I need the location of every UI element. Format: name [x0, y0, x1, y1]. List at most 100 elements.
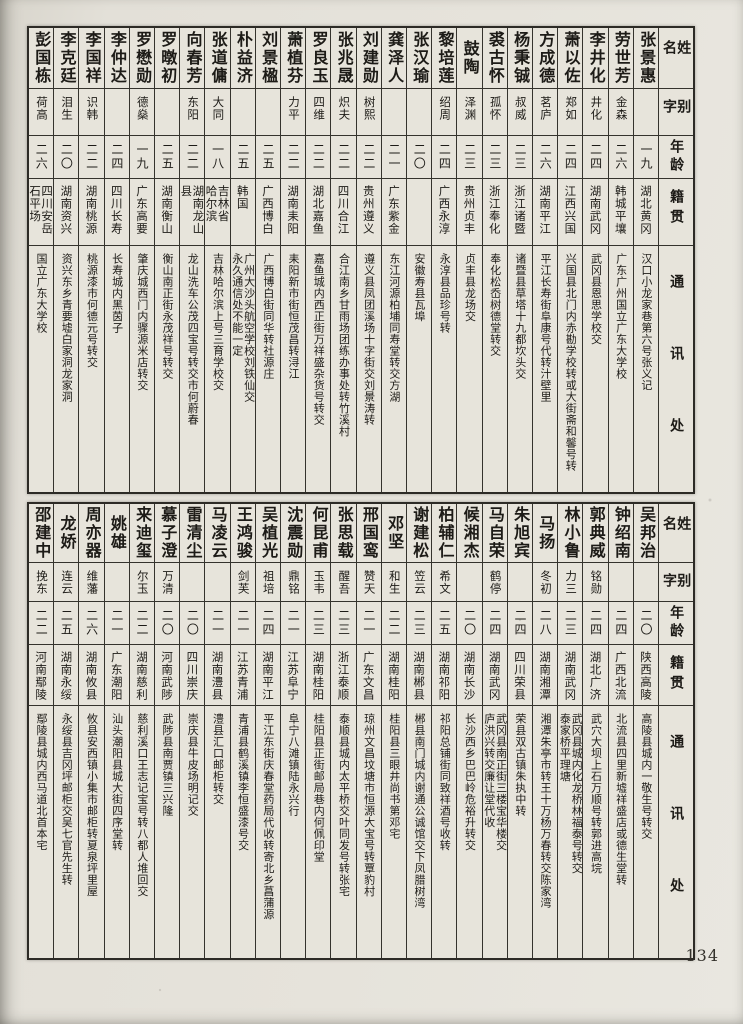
origin-cell: 四川荣县	[507, 645, 532, 705]
column-header-courtesy: 别字	[659, 89, 693, 135]
name-cell: 邓坚	[381, 504, 406, 562]
age-cell: 二五	[255, 136, 280, 178]
address-cell: 东江河源柏埔同寿堂转交方湖	[381, 246, 406, 492]
age-cell: 二〇	[155, 602, 180, 644]
age-cell: 二四	[507, 602, 532, 644]
courtesy-name-cell	[633, 89, 658, 135]
address-cell: 资兴东乡青要墟白家洞龙家洞	[54, 246, 79, 492]
age-cell: 二五	[155, 136, 180, 178]
courtesy-name-cell	[155, 89, 180, 135]
courtesy-name-cell: 和生	[381, 563, 406, 601]
origin-cell: 湖南耒阳	[281, 179, 306, 245]
column-header-name: 姓名	[659, 28, 693, 88]
entry-column: 裘古怀 孤怀 二三 浙江奉化 奉化松岙树德堂转交	[482, 28, 507, 492]
address-cell: 长沙西乡巴巴岭危裕升转交	[457, 706, 482, 958]
name-cell: 张汉瑜	[407, 28, 432, 88]
age-cell: 二二	[180, 136, 205, 178]
courtesy-name-cell	[104, 563, 129, 601]
address-cell: 龙山洗车公茂四宝号转交市何蔚春	[180, 246, 205, 492]
entry-column: 邓坚 和生 二二 湖南桂阳 桂阳县三眼井尚书第邓宅	[381, 504, 406, 958]
entry-column: 罗良玉 四维 二二 湖北嘉鱼 嘉鱼城内西正街万祥盛杂货号转交	[306, 28, 331, 492]
entry-column: 张道傭 大同 一八 吉林省 哈尔滨 吉林哈尔滨上号三育学校交	[205, 28, 230, 492]
courtesy-name-cell: 井化	[583, 89, 608, 135]
address-cell: 诸暨县草塔十九都坎头交	[507, 246, 532, 492]
address-cell: 武穴大坝上石万顺号转郭进高垸	[583, 706, 608, 958]
courtesy-name-cell: 笠云	[407, 563, 432, 601]
name-cell: 杨秉铖	[507, 28, 532, 88]
origin-cell: 湖南祁阳	[432, 645, 457, 705]
name-cell: 李国祥	[79, 28, 104, 88]
courtesy-name-cell: 赞天	[356, 563, 381, 601]
entry-column: 张景惠 一九 湖北黄冈 汉口小龙家巷第六号张义记	[633, 28, 658, 492]
address-cell: 崇庆县牛皮场明记交	[180, 706, 205, 958]
age-cell: 二一	[381, 136, 406, 178]
address-cell: 遵义县凤团溪场十字街交刘景涛转	[356, 246, 381, 492]
address-cell: 桂阳县三眼井尚书第邓宅	[381, 706, 406, 958]
origin-cell: 湖南桂阳	[306, 645, 331, 705]
courtesy-name-cell: 铭勋	[583, 563, 608, 601]
courtesy-name-cell: 泪生	[54, 89, 79, 135]
address-cell: 永淳县品珍号转	[432, 246, 457, 492]
age-cell: 二五	[230, 136, 255, 178]
entry-column: 张思载 醒吾 二三 浙江泰顺 泰顺县城内太平桥交叶同发号转张宅	[331, 504, 356, 958]
address-cell: 武冈县城内化龙桥林福泰号转交 泰家桥平理塘	[558, 706, 583, 958]
entry-column: 鼓陶 泽渊 二三 贵州贞丰 贞丰县龙场交	[457, 28, 482, 492]
age-cell: 二三	[558, 602, 583, 644]
courtesy-name-cell: 茗庐	[533, 89, 558, 135]
column-header-age: 年龄	[659, 136, 693, 178]
age-cell: 二〇	[180, 602, 205, 644]
courtesy-name-cell: 东阳	[180, 89, 205, 135]
origin-cell: 湖南桂阳	[381, 645, 406, 705]
entry-column: 吴邦治 二〇 陕西高陵 高陵县城内一敬生号转交	[633, 504, 658, 958]
courtesy-name-cell: 树熙	[356, 89, 381, 135]
name-cell: 邢国鸾	[356, 504, 381, 562]
courtesy-name-cell: 醒吾	[331, 563, 356, 601]
courtesy-name-cell: 大同	[205, 89, 230, 135]
age-cell: 二四	[104, 136, 129, 178]
origin-cell: 湖南桃源	[79, 179, 104, 245]
address-cell: 武冈县恩思学校交	[583, 246, 608, 492]
age-cell: 二二	[306, 136, 331, 178]
entry-column: 马扬 冬初 二八 湖南湘潭 湘潭朱亭市转王十万杨万春转交陈家湾	[533, 504, 558, 958]
address-cell: 广州大沙头航空学校刘铁仙交 永久通信处不能一定	[230, 246, 255, 492]
age-cell: 二〇	[407, 136, 432, 178]
entry-column: 周亦器 维藩 二六 湖南攸县 攸县安西镇小集市邮柜转夏泉坪里屋	[79, 504, 104, 958]
name-cell: 张兆晟	[331, 28, 356, 88]
name-cell: 劳世芳	[608, 28, 633, 88]
courtesy-name-cell: 鹤停	[482, 563, 507, 601]
name-cell: 郭典威	[583, 504, 608, 562]
origin-cell: 湖南衡山	[155, 179, 180, 245]
age-cell: 二五	[54, 602, 79, 644]
address-cell: 平江东街庆春堂药局代收转寄北乡菖蒲源	[255, 706, 280, 958]
age-cell: 二四	[583, 136, 608, 178]
origin-cell: 湖南平江	[533, 179, 558, 245]
courtesy-name-cell: 万清	[155, 563, 180, 601]
origin-cell: 陕西高陵	[633, 645, 658, 705]
origin-cell: 韩国	[230, 179, 255, 245]
address-cell: 桂阳县正街邮局巷内何佩印堂	[306, 706, 331, 958]
origin-cell: 湖北嘉鱼	[306, 179, 331, 245]
origin-cell: 贵州遵义	[356, 179, 381, 245]
name-cell: 柏辅仁	[432, 504, 457, 562]
entry-column: 刘建勋 树熙 二二 贵州遵义 遵义县凤团溪场十字街交刘景涛转	[356, 28, 381, 492]
age-cell: 二〇	[457, 602, 482, 644]
entry-column: 何昆甫 玉韦 二三 湖南桂阳 桂阳县正街邮局巷内何佩印堂	[306, 504, 331, 958]
courtesy-name-cell	[381, 89, 406, 135]
entry-column: 李克廷 泪生 二〇 湖南资兴 资兴东乡青要墟白家洞龙家洞	[54, 28, 79, 492]
courtesy-name-cell: 鼎铭	[281, 563, 306, 601]
address-cell: 北流县四里新墟祥盛店或德生堂转	[608, 706, 633, 958]
address-cell: 慈利溪口王志记宝号转八都人堆回交	[129, 706, 154, 958]
origin-cell: 广东文昌	[356, 645, 381, 705]
address-cell: 高陵县城内一敬生号转交	[633, 706, 658, 958]
age-cell: 二四	[608, 602, 633, 644]
origin-cell: 四川合江	[331, 179, 356, 245]
page-number: 134	[685, 946, 719, 965]
name-cell: 周亦器	[79, 504, 104, 562]
column-header-origin: 籍贯	[659, 179, 693, 245]
courtesy-name-cell: 金森	[608, 89, 633, 135]
column-header-address: 通讯处	[659, 706, 693, 958]
address-cell: 嘉鱼城内西正街万祥盛杂货号转交	[306, 246, 331, 492]
name-cell: 钟绍南	[608, 504, 633, 562]
address-cell: 永绥县吉冈坪邮柜交吴七官先生转	[54, 706, 79, 958]
origin-cell: 韩城平壤	[608, 179, 633, 245]
